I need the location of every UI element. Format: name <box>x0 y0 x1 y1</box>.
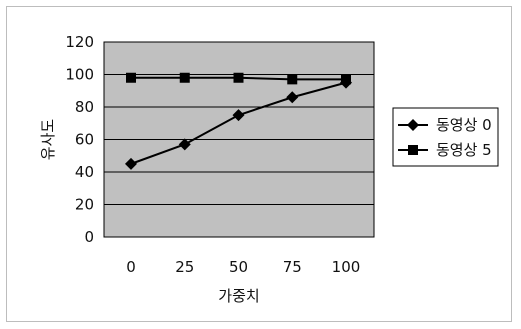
legend-box <box>392 107 499 167</box>
legend-marker <box>408 145 418 155</box>
data-point <box>126 72 136 83</box>
x-axis-ticks: 0 25 50 75 100 <box>126 258 360 276</box>
data-point <box>233 72 244 83</box>
data-point <box>341 74 351 85</box>
legend: 동영상 0 동영상 5 <box>392 107 499 167</box>
legend-item: 동영상 5 <box>398 141 492 159</box>
data-point <box>178 138 191 151</box>
legend-items: 동영상 0 동영상 5 <box>398 116 492 159</box>
y-tick-label: 60 <box>75 131 94 149</box>
y-tick-label: 80 <box>75 98 94 116</box>
x-tick-label: 100 <box>332 258 361 276</box>
series-layer <box>125 72 352 170</box>
y-axis-title: 유사도 <box>39 119 57 161</box>
y-tick-label: 20 <box>75 196 94 214</box>
x-tick-label: 25 <box>175 258 194 276</box>
legend-label: 동영상 0 <box>436 116 492 134</box>
plot-border <box>103 41 375 238</box>
y-tick-label: 0 <box>84 228 94 246</box>
data-point <box>232 109 245 122</box>
x-tick-label: 50 <box>229 258 248 276</box>
legend-item: 동영상 0 <box>398 116 492 134</box>
data-point <box>125 157 137 170</box>
y-axis-ticks: 0 20 40 60 80 100 120 <box>65 33 94 246</box>
data-point <box>179 72 190 83</box>
data-point <box>286 91 299 104</box>
x-tick-label: 0 <box>126 258 136 276</box>
y-tick-label: 40 <box>75 163 94 181</box>
x-tick-label: 75 <box>283 258 302 276</box>
y-tick-label: 120 <box>65 33 94 51</box>
legend-marker <box>407 119 419 131</box>
x-axis-title: 가중치 <box>218 287 259 305</box>
legend-label: 동영상 5 <box>436 141 492 159</box>
series-2 <box>126 72 351 85</box>
data-point <box>287 74 298 85</box>
y-tick-label: 100 <box>65 66 94 84</box>
